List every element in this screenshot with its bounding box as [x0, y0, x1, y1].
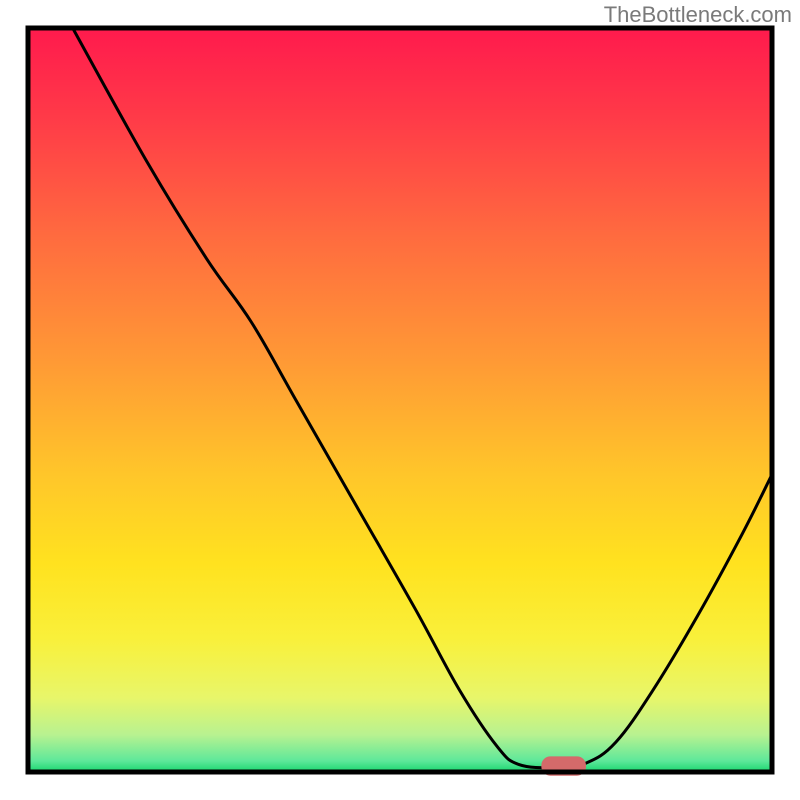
- chart-container: TheBottleneck.com: [0, 0, 800, 800]
- watermark-text: TheBottleneck.com: [604, 2, 792, 28]
- gradient-background: [28, 28, 772, 772]
- bottleneck-chart: [0, 0, 800, 800]
